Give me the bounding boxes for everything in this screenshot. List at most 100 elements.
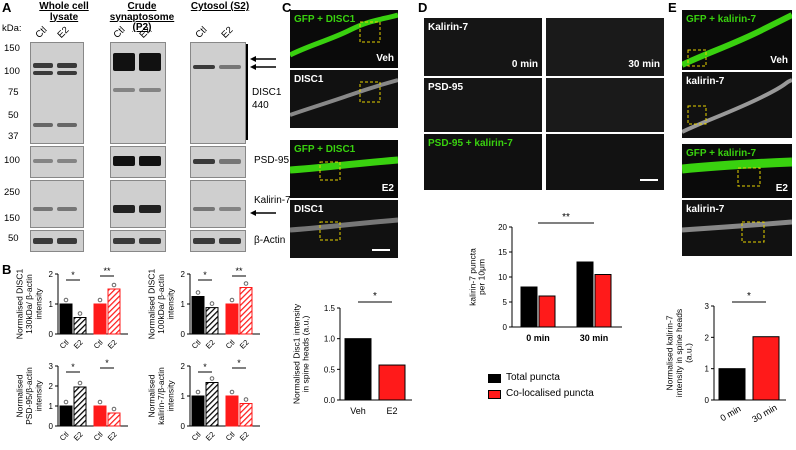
bar xyxy=(205,307,219,335)
x-tick-label: 30 min xyxy=(750,402,778,424)
label-actin: β-Actin xyxy=(254,235,286,246)
bar-coloc xyxy=(538,295,556,328)
sig-label: * xyxy=(237,358,241,368)
blot-kal-s2 xyxy=(190,180,246,228)
x-tick-label: E2 xyxy=(106,338,119,351)
x-tick-label: E2 xyxy=(72,338,85,351)
y-tick-label: 3 xyxy=(49,362,54,371)
micrograph-e2: kalirin-7 xyxy=(682,72,792,138)
bar xyxy=(239,287,253,335)
y-tick-label: 0 xyxy=(49,422,54,431)
kda-label: kDa: xyxy=(2,23,22,34)
data-point xyxy=(111,282,117,288)
x-tick-label: Ctl xyxy=(224,338,237,351)
y-tick-label: 10 xyxy=(498,273,507,282)
panel-letter-a: A xyxy=(2,0,12,15)
blot-kal-whole xyxy=(30,180,84,228)
micrograph-d5: PSD-95 + kalirin-7 xyxy=(424,134,542,190)
panel-letter-d: D xyxy=(418,0,428,15)
marker-100: 100 xyxy=(4,66,20,77)
marker-psd-100: 100 xyxy=(4,155,20,166)
data-point xyxy=(209,376,215,381)
y-axis-label: kalirin-7 punctaper 10μm xyxy=(467,248,486,306)
marker-actin-50: 50 xyxy=(8,233,19,244)
y-tick-label: 1.5 xyxy=(324,304,336,313)
panel-d-chart: 0 5 10 15 20 0 min 30 min ** kalirin-7 punctaper… xyxy=(467,212,622,343)
bar xyxy=(378,364,406,401)
micrograph-c1: GFP + DISC1 Veh xyxy=(290,10,398,68)
data-point xyxy=(229,389,235,395)
bar xyxy=(73,386,87,427)
micrograph-d3: PSD-95 xyxy=(424,78,542,132)
e-gfp: GFP + kalirin-7 xyxy=(686,14,757,25)
d-30min: 30 min xyxy=(628,59,660,70)
x-tick-label: E2 xyxy=(386,406,397,416)
blot-actin-s2 xyxy=(190,230,246,252)
y-tick-label: 2 xyxy=(181,270,186,279)
marker-37: 37 xyxy=(8,131,19,142)
y-tick-label: 0 xyxy=(705,396,710,405)
label-kalirin: Kalirin-7 xyxy=(254,195,291,206)
micrograph-d2: 30 min xyxy=(546,18,664,76)
data-point xyxy=(63,297,69,303)
x-tick-label: Ctl xyxy=(92,430,105,443)
y-axis-label: Normalised Disc1 intensityin spine heads… xyxy=(291,303,310,404)
blot-actin-p2 xyxy=(110,230,166,252)
y-tick-label: 2 xyxy=(49,382,54,391)
panel-letter-e: E xyxy=(668,0,677,15)
blot-psd-whole xyxy=(30,146,84,178)
micrograph-d1: Kalirin-7 0 min xyxy=(424,18,542,76)
y-tick-label: 3 xyxy=(705,302,710,311)
panel-letter-b: B xyxy=(2,262,12,277)
sig-label: * xyxy=(71,270,75,280)
x-tick-label: Ctl xyxy=(190,338,203,351)
c-veh: Veh xyxy=(376,53,394,64)
bar xyxy=(93,303,107,335)
panel-c-chart: 0.0 0.5 1.0 1.5 Veh E2 * Normalised Disc1 inten… xyxy=(291,291,412,416)
bar xyxy=(205,382,219,427)
bar xyxy=(225,303,239,335)
micrograph-e4: kalirin-7 xyxy=(682,200,792,256)
e-kalirin-1: kalirin-7 xyxy=(686,76,725,87)
data-point xyxy=(97,399,103,405)
e-e2: E2 xyxy=(775,183,788,194)
label-disc1-ab: 440 xyxy=(252,100,269,111)
bar xyxy=(718,368,746,401)
marker-250: 250 xyxy=(4,187,20,198)
y-axis-label: Normalised DISC1100kDa/ β-actinintensity xyxy=(147,269,176,340)
marker-150: 150 xyxy=(4,43,20,54)
lane-e2-3: E2 xyxy=(219,24,236,41)
bar xyxy=(191,296,205,335)
x-tick-label: Ctl xyxy=(224,430,237,443)
x-tick-label: 30 min xyxy=(580,333,609,343)
arrow-icons xyxy=(250,56,276,70)
d-kalirin: Kalirin-7 xyxy=(428,22,469,33)
bar-total xyxy=(520,286,538,328)
x-tick-label: E2 xyxy=(204,430,217,443)
micrograph-c4: DISC1 xyxy=(290,200,398,258)
y-axis-label: Normalised kalirin-7intensity in spine h… xyxy=(666,309,693,397)
y-tick-label: 20 xyxy=(498,223,507,232)
legend-swatch-coloc xyxy=(488,390,501,399)
label-psd95: PSD-95 xyxy=(254,155,290,166)
lane-ctl-1: Ctl xyxy=(33,24,50,41)
marker-kal-150: 150 xyxy=(4,213,20,224)
e-veh: Veh xyxy=(770,55,788,66)
lane-ctl-3: Ctl xyxy=(193,24,210,41)
marker-75: 75 xyxy=(8,87,19,98)
y-tick-label: 5 xyxy=(503,298,508,307)
data-point xyxy=(229,297,235,303)
sig-label: * xyxy=(203,270,207,280)
bar xyxy=(93,405,107,427)
x-tick-label: 0 min xyxy=(718,404,742,424)
bar-coloc xyxy=(594,274,612,328)
sig-label: ** xyxy=(562,212,570,223)
bar xyxy=(752,336,780,401)
data-point xyxy=(77,380,83,386)
x-tick-label: E2 xyxy=(204,338,217,351)
x-tick-label: E2 xyxy=(72,430,85,443)
x-tick-label: E2 xyxy=(238,338,251,351)
y-tick-label: 0.5 xyxy=(324,365,336,374)
